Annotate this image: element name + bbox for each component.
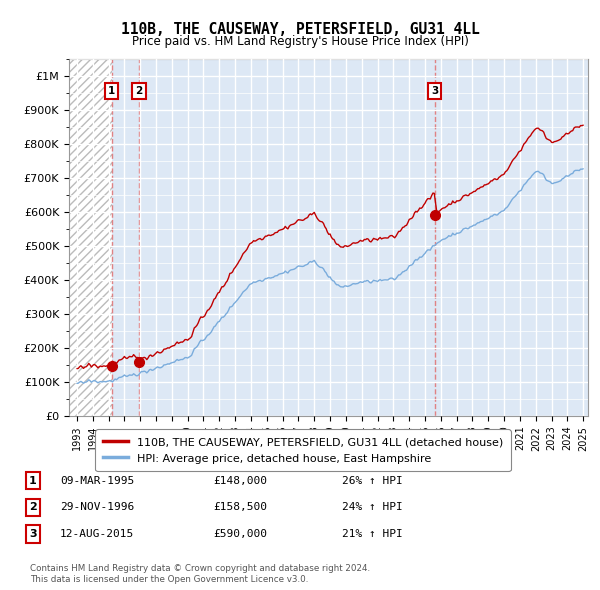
Text: 3: 3 [29,529,37,539]
Text: £148,000: £148,000 [213,476,267,486]
Text: Price paid vs. HM Land Registry's House Price Index (HPI): Price paid vs. HM Land Registry's House … [131,35,469,48]
Text: This data is licensed under the Open Government Licence v3.0.: This data is licensed under the Open Gov… [30,575,308,584]
Text: Contains HM Land Registry data © Crown copyright and database right 2024.: Contains HM Land Registry data © Crown c… [30,565,370,573]
Text: 1: 1 [29,476,37,486]
Text: £590,000: £590,000 [213,529,267,539]
Text: 2: 2 [135,86,142,96]
Legend: 110B, THE CAUSEWAY, PETERSFIELD, GU31 4LL (detached house), HPI: Average price, : 110B, THE CAUSEWAY, PETERSFIELD, GU31 4L… [95,430,511,471]
Bar [139,59,588,416]
Text: 110B, THE CAUSEWAY, PETERSFIELD, GU31 4LL: 110B, THE CAUSEWAY, PETERSFIELD, GU31 4L… [121,22,479,37]
Text: 29-NOV-1996: 29-NOV-1996 [60,503,134,512]
Text: 3: 3 [431,86,438,96]
Bar [69,59,112,416]
Text: 21% ↑ HPI: 21% ↑ HPI [342,529,403,539]
Text: 12-AUG-2015: 12-AUG-2015 [60,529,134,539]
Text: 2: 2 [29,503,37,512]
Text: 09-MAR-1995: 09-MAR-1995 [60,476,134,486]
Text: 26% ↑ HPI: 26% ↑ HPI [342,476,403,486]
Text: 1: 1 [108,86,115,96]
Text: £158,500: £158,500 [213,503,267,512]
Bar [112,59,139,416]
Text: 24% ↑ HPI: 24% ↑ HPI [342,503,403,512]
